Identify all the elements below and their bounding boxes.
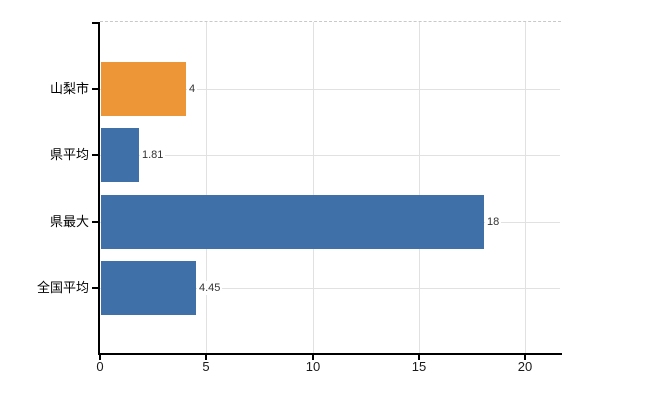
bar	[101, 195, 484, 249]
category-label: 全国平均	[36, 280, 89, 295]
x-gridline	[419, 22, 420, 353]
y-axis-tick	[92, 88, 98, 90]
category-gridline	[100, 155, 560, 156]
y-axis-tick	[92, 221, 98, 223]
bar-value-label: 4	[187, 82, 198, 96]
category-gridline	[100, 288, 560, 289]
x-tick-label: 20	[517, 359, 533, 374]
x-axis-line	[98, 353, 562, 355]
category-label: 県平均	[49, 147, 89, 162]
category-gridline	[100, 89, 560, 90]
category-label: 県最大	[49, 214, 89, 229]
x-tick-label: 10	[305, 359, 321, 374]
y-axis-tick	[92, 154, 98, 156]
x-tick-label: 0	[96, 359, 104, 374]
bar-value-label: 1.81	[140, 148, 166, 162]
y-axis-top-tick	[92, 22, 98, 24]
x-axis-tick	[205, 355, 207, 360]
x-axis-tick	[99, 355, 101, 360]
x-gridline	[206, 22, 207, 353]
bar	[101, 62, 186, 116]
y-axis-tick	[92, 287, 98, 289]
category-label: 山梨市	[49, 81, 89, 96]
bar-value-label: 4.45	[197, 281, 223, 295]
x-tick-label: 15	[411, 359, 427, 374]
x-axis-tick	[312, 355, 314, 360]
x-axis-tick	[524, 355, 526, 360]
x-gridline	[313, 22, 314, 353]
bar	[101, 128, 139, 182]
x-gridline	[525, 22, 526, 353]
x-tick-label: 5	[202, 359, 210, 374]
x-axis-tick	[418, 355, 420, 360]
bar-value-label: 18	[485, 215, 502, 229]
plot-top-border	[100, 21, 561, 22]
bar	[101, 261, 196, 315]
y-axis-line	[98, 22, 100, 355]
